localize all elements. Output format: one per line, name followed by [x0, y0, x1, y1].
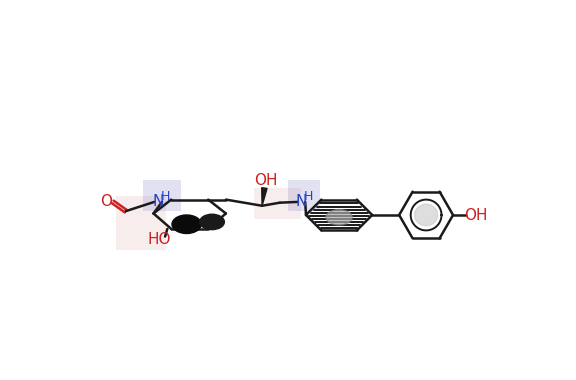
Text: O: O [101, 195, 112, 209]
Ellipse shape [326, 210, 352, 225]
Polygon shape [116, 196, 166, 250]
Text: OH: OH [254, 173, 278, 188]
Polygon shape [262, 188, 267, 206]
Text: N: N [295, 194, 307, 209]
Text: H: H [160, 190, 170, 203]
Ellipse shape [200, 214, 225, 230]
Polygon shape [255, 188, 301, 219]
Text: H: H [304, 190, 313, 203]
Text: N: N [153, 194, 164, 209]
Polygon shape [287, 180, 320, 211]
Ellipse shape [172, 215, 201, 233]
Polygon shape [143, 180, 181, 211]
Text: HO: HO [147, 232, 170, 247]
Ellipse shape [415, 204, 438, 226]
Text: OH: OH [464, 207, 488, 223]
